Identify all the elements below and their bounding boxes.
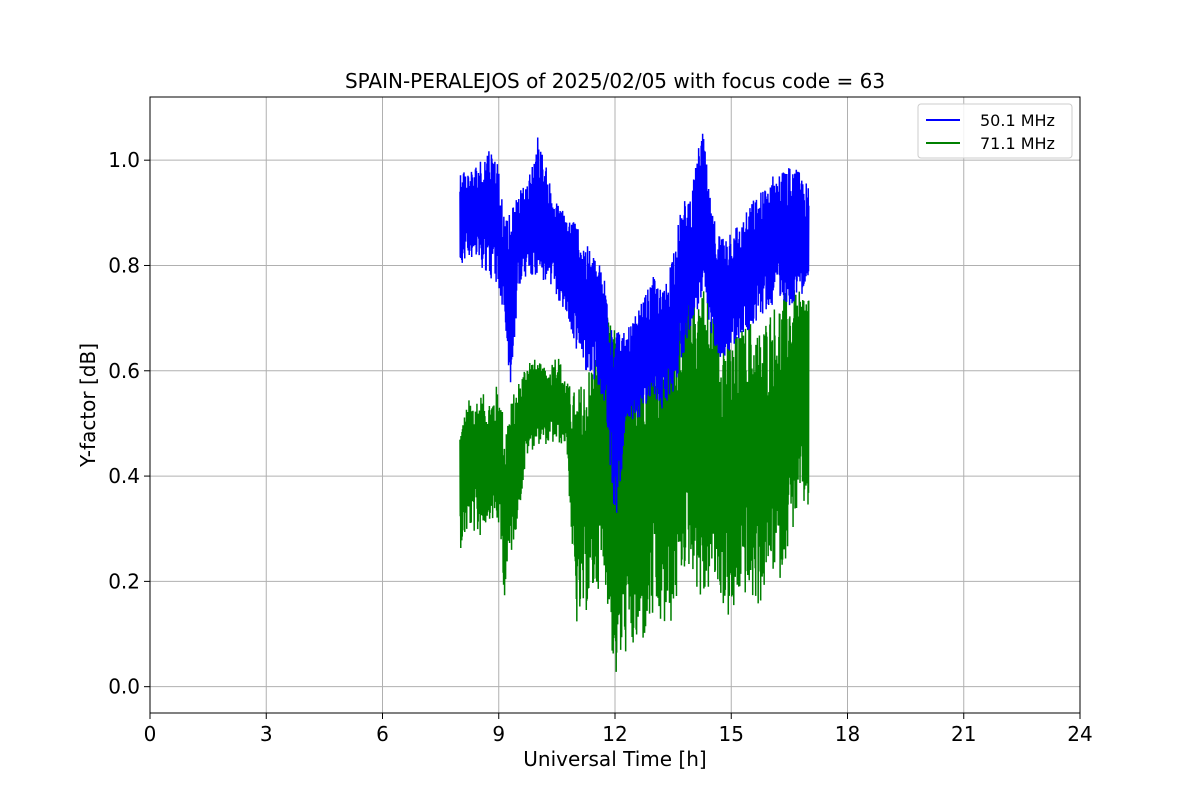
series-line-71-1-mhz [459, 280, 810, 672]
series-layer [459, 133, 810, 672]
legend-label: 71.1 MHz [980, 134, 1055, 153]
legend-label: 50.1 MHz [980, 111, 1055, 130]
y-tick-label: 0.6 [108, 359, 140, 383]
x-tick-label: 6 [376, 722, 389, 746]
x-tick-label: 15 [719, 722, 744, 746]
y-tick-label: 0.4 [108, 464, 140, 488]
x-tick-label: 24 [1067, 722, 1092, 746]
x-tick-label: 9 [492, 722, 505, 746]
y-tick-label: 0.2 [108, 569, 140, 593]
x-tick-label: 12 [602, 722, 627, 746]
legend: 50.1 MHz 71.1 MHz [917, 103, 1073, 159]
chart-title: SPAIN-PERALEJOS of 2025/02/05 with focus… [345, 69, 885, 93]
x-tick-label: 21 [951, 722, 976, 746]
y-tick-label: 1.0 [108, 148, 140, 172]
y-tick-label: 0.0 [108, 675, 140, 699]
legend-box [917, 103, 1073, 159]
y-tick-label: 0.8 [108, 253, 140, 277]
y-axis-label: Y-factor [dB] [76, 343, 100, 468]
x-tick-label: 18 [835, 722, 860, 746]
x-axis: 0 3 6 9 12 15 18 21 24 [144, 713, 1093, 746]
x-tick-label: 3 [260, 722, 273, 746]
x-tick-label: 0 [144, 722, 157, 746]
x-axis-label: Universal Time [h] [523, 747, 706, 771]
y-axis: 0.0 0.2 0.4 0.6 0.8 1.0 [108, 148, 150, 699]
series-line-50-1-mhz [459, 133, 810, 513]
